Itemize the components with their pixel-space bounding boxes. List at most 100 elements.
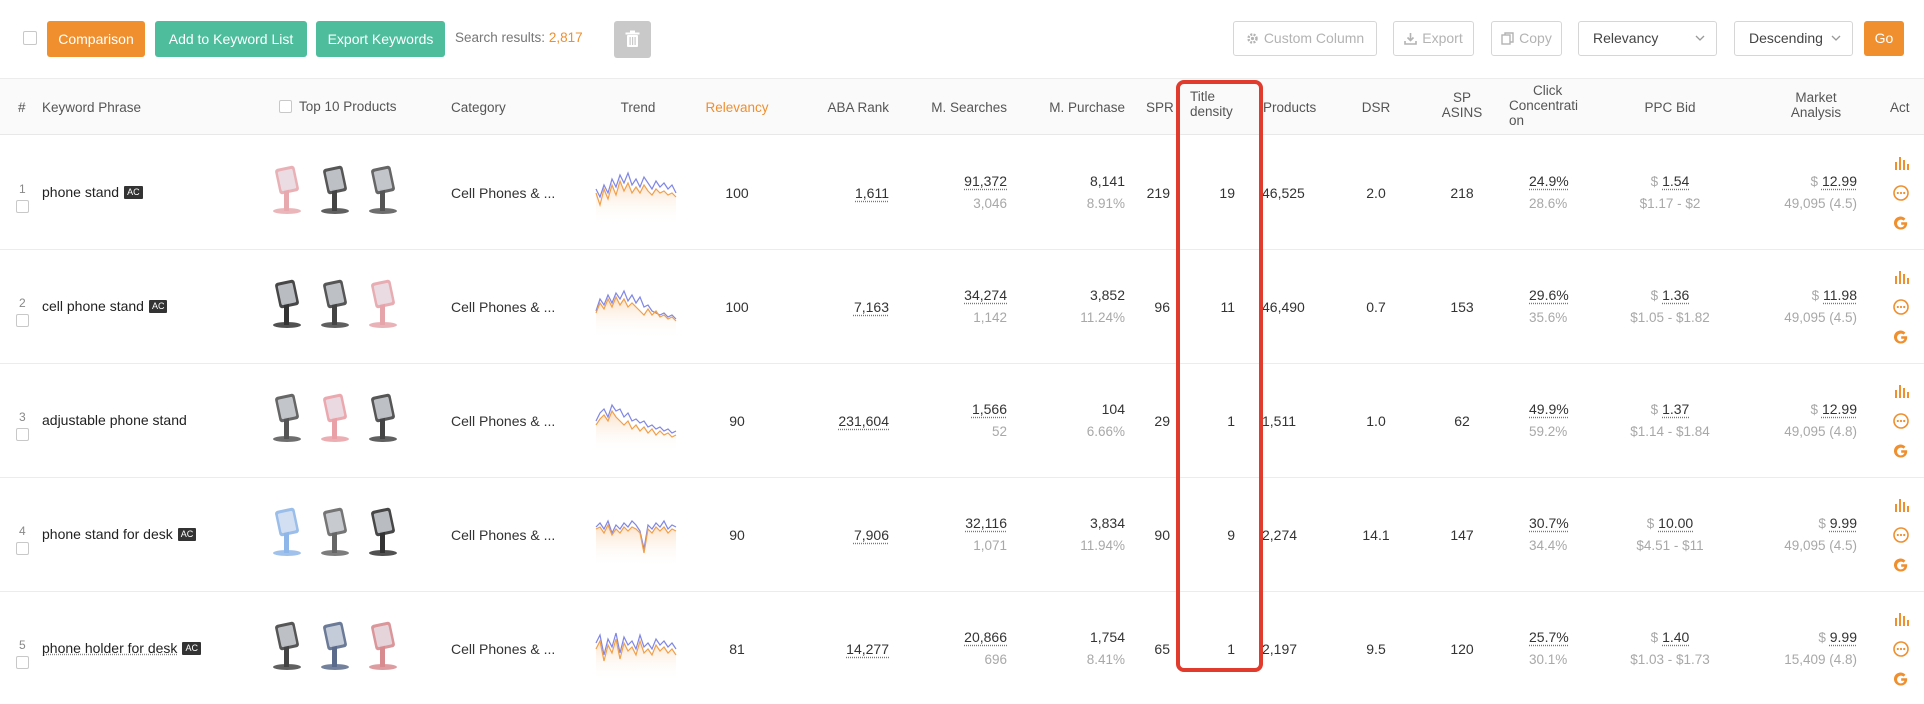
col-aba-rank[interactable]: ABA Rank [800,100,889,115]
ppc-bid[interactable]: $ 1.54 [1620,173,1720,189]
export-keywords-button[interactable]: Export Keywords [316,21,445,57]
col-click-concentration[interactable]: Click Concentrati on [1509,83,1578,128]
product-thumbnail[interactable] [313,617,357,673]
trend-sparkline[interactable] [594,163,678,225]
keyword-phrase[interactable]: cell phone stand AC [42,298,167,314]
monthly-searches[interactable]: 1,566 [910,401,1007,417]
row-checkbox[interactable] [16,656,29,669]
market-price[interactable]: $ 11.98 [1770,287,1857,303]
col-sp-asins[interactable]: SP ASINS [1432,90,1492,120]
product-thumbnail[interactable] [313,275,357,331]
ppc-bid[interactable]: $ 1.36 [1620,287,1720,303]
comparison-button[interactable]: Comparison [47,21,145,57]
top10-checkbox[interactable] [279,100,292,113]
product-thumbnail[interactable] [313,161,357,217]
product-thumbnail[interactable] [361,275,405,331]
market-price[interactable]: $ 12.99 [1770,401,1857,417]
product-thumbnail[interactable] [265,161,309,217]
col-dsr[interactable]: DSR [1355,100,1397,115]
product-thumbnail[interactable] [265,503,309,559]
trend-sparkline[interactable] [594,391,678,453]
product-thumbnail[interactable] [265,275,309,331]
monthly-searches[interactable]: 34,274 [910,287,1007,303]
market-price[interactable]: $ 9.99 [1770,629,1857,645]
click-concentration[interactable]: 29.6% [1529,287,1569,303]
col-products[interactable]: Products [1263,100,1316,115]
product-thumbnail[interactable] [361,161,405,217]
col-market-analysis[interactable]: Market Analysis [1770,90,1862,120]
google-search-icon[interactable] [1892,328,1910,346]
row-checkbox[interactable] [16,200,29,213]
delete-button[interactable] [614,21,651,58]
more-icon[interactable] [1892,640,1910,658]
more-icon[interactable] [1892,298,1910,316]
aba-rank[interactable]: 7,906 [800,527,889,543]
google-search-icon[interactable] [1892,670,1910,688]
trend-sparkline[interactable] [594,619,678,681]
more-icon[interactable] [1892,184,1910,202]
keyword-phrase[interactable]: phone holder for desk AC [42,640,201,656]
copy-button[interactable]: Copy [1491,21,1562,56]
go-button[interactable]: Go [1864,21,1904,56]
bar-chart-icon[interactable] [1892,610,1910,628]
click-concentration[interactable]: 49.9% [1529,401,1569,417]
aba-rank[interactable]: 7,163 [800,299,889,315]
sort-field-select[interactable]: Relevancy [1578,21,1717,56]
monthly-searches[interactable]: 91,372 [910,173,1007,189]
bar-chart-icon[interactable] [1892,154,1910,172]
aba-rank[interactable]: 14,277 [800,641,889,657]
monthly-searches[interactable]: 20,866 [910,629,1007,645]
aba-rank[interactable]: 231,604 [800,413,889,429]
keyword-phrase[interactable]: phone stand for desk AC [42,526,196,542]
google-search-icon[interactable] [1892,556,1910,574]
ppc-bid[interactable]: $ 10.00 [1620,515,1720,531]
keyword-phrase[interactable]: adjustable phone stand [42,412,187,428]
product-thumbnail[interactable] [313,389,357,445]
col-ppc-bid[interactable]: PPC Bid [1620,100,1720,115]
add-to-keyword-list-button[interactable]: Add to Keyword List [155,21,307,57]
col-relevancy[interactable]: Relevancy [697,100,777,115]
row-checkbox[interactable] [16,428,29,441]
search-results-count: 2,817 [549,30,583,45]
more-icon[interactable] [1892,526,1910,544]
bar-chart-icon[interactable] [1892,268,1910,286]
product-thumbnail[interactable] [265,389,309,445]
ppc-bid[interactable]: $ 1.37 [1620,401,1720,417]
product-thumbnail[interactable] [361,503,405,559]
more-icon[interactable] [1892,412,1910,430]
ppc-bid[interactable]: $ 1.40 [1620,629,1720,645]
trend-sparkline[interactable] [594,277,678,339]
col-title-density[interactable]: Title density [1190,89,1233,119]
product-thumbnail[interactable] [361,617,405,673]
col-m-searches[interactable]: M. Searches [910,100,1007,115]
trend-sparkline[interactable] [594,505,678,567]
product-thumbnail[interactable] [313,503,357,559]
click-concentration[interactable]: 24.9% [1529,173,1569,189]
sort-order-select[interactable]: Descending [1734,21,1853,56]
monthly-purchase: 1,754 [1030,629,1125,645]
google-search-icon[interactable] [1892,442,1910,460]
keyword-phrase[interactable]: phone stand AC [42,184,143,200]
title-density: 1 [1190,413,1235,429]
col-m-purchase[interactable]: M. Purchase [1030,100,1125,115]
row-actions [1892,268,1910,348]
export-button[interactable]: Export [1393,21,1474,56]
click-concentration[interactable]: 30.7% [1529,515,1569,531]
select-all-checkbox[interactable] [23,31,37,45]
row-checkbox[interactable] [16,542,29,555]
product-thumbnail[interactable] [361,389,405,445]
aba-rank[interactable]: 1,611 [800,185,889,201]
row-checkbox[interactable] [16,314,29,327]
bar-chart-icon[interactable] [1892,382,1910,400]
product-thumbnail[interactable] [265,617,309,673]
market-price[interactable]: $ 9.99 [1770,515,1857,531]
monthly-searches[interactable]: 32,116 [910,515,1007,531]
click-concentration[interactable]: 25.7% [1529,629,1569,645]
custom-column-button[interactable]: Custom Column [1233,21,1377,56]
google-search-icon[interactable] [1892,214,1910,232]
bar-chart-icon[interactable] [1892,496,1910,514]
col-num: # [18,100,26,115]
col-keyword-phrase[interactable]: Keyword Phrase [42,100,141,115]
col-spr[interactable]: SPR [1146,100,1174,115]
market-price[interactable]: $ 12.99 [1770,173,1857,189]
